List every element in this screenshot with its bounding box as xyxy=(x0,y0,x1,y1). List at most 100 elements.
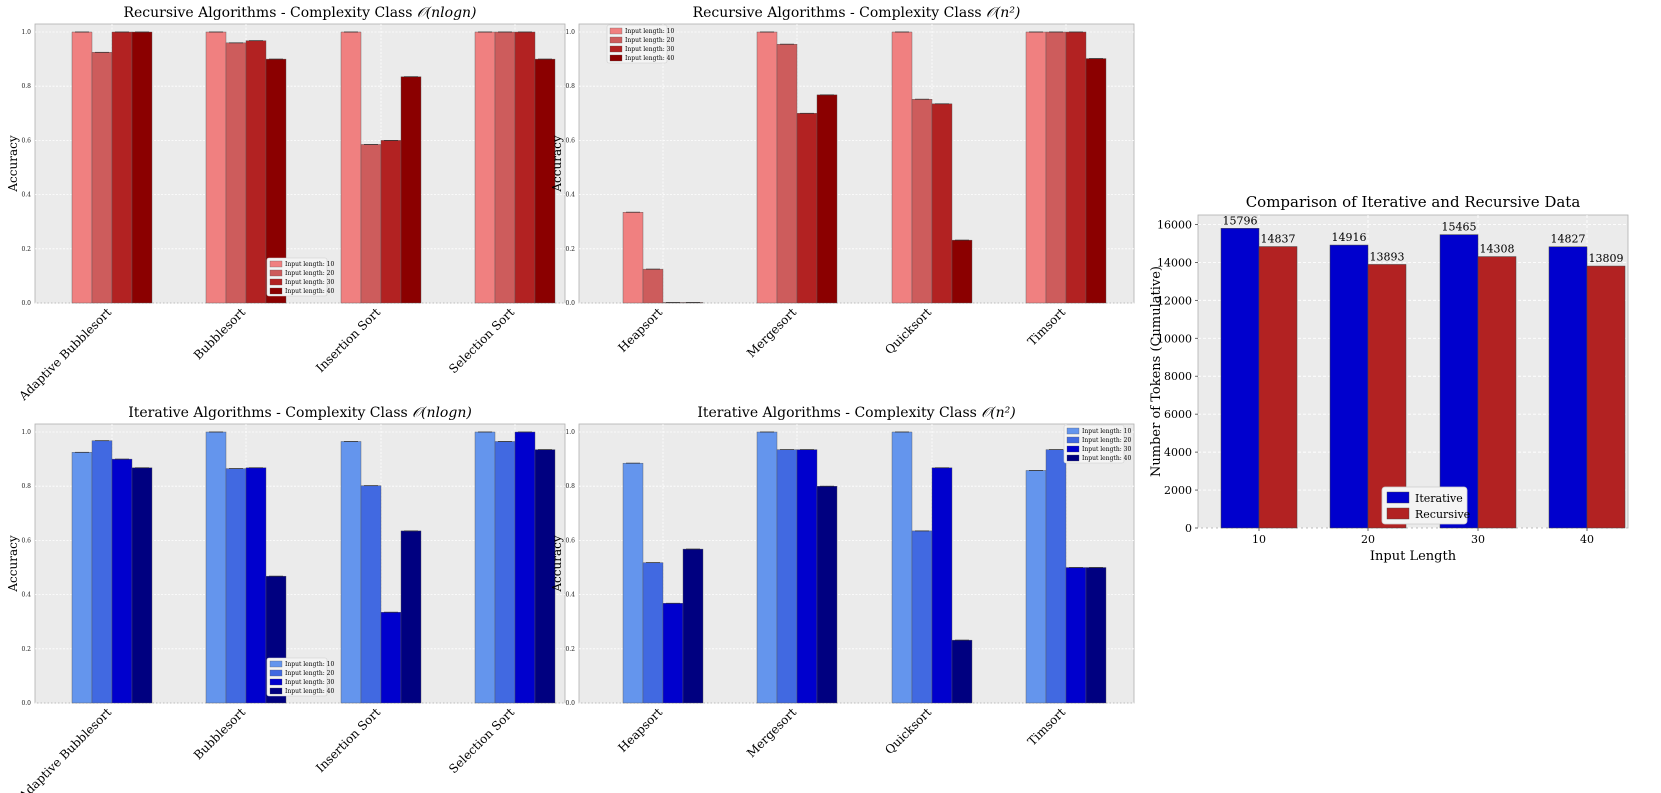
bar xyxy=(1586,265,1626,529)
data-label: 14837 xyxy=(1261,233,1296,246)
legend-swatch xyxy=(269,678,283,686)
y-tick-label: 0.0 xyxy=(21,300,31,307)
legend-label: Input length: 20 xyxy=(625,37,674,44)
y-tick-label: 1.0 xyxy=(21,29,31,36)
bar xyxy=(1085,567,1107,704)
bar xyxy=(494,441,516,704)
data-label: 14308 xyxy=(1480,243,1515,256)
legend-swatch xyxy=(269,260,283,268)
bar xyxy=(91,440,113,704)
bar xyxy=(776,449,798,704)
bar xyxy=(400,530,422,704)
chart-rec_nlogn: 0.0 0.2 0.4 0.6 0.8 1.0 Adaptive Bubblesort Bub… xyxy=(6,5,566,404)
x-tick-label: Insertion Sort xyxy=(313,305,383,375)
y-tick-label: 0.2 xyxy=(21,646,31,653)
bar xyxy=(622,462,644,704)
y-tick-label: 16000 xyxy=(1157,218,1192,231)
legend-label: Input length: 30 xyxy=(625,46,674,53)
bar xyxy=(111,31,133,304)
x-tick-label: 20 xyxy=(1361,533,1375,546)
legend-box xyxy=(1063,424,1125,464)
y-tick-label: 0.4 xyxy=(21,192,31,199)
chart-title-main: Iterative Algorithms - Complexity Class xyxy=(697,405,981,421)
bar xyxy=(360,485,382,704)
y-tick-label: 8000 xyxy=(1164,370,1192,383)
chart-title: Comparison of Iterative and Recursive Da… xyxy=(1246,193,1581,211)
data-label: 14916 xyxy=(1332,231,1367,244)
bar xyxy=(474,431,496,704)
legend-swatch xyxy=(269,287,283,295)
bar xyxy=(1439,234,1479,529)
bar xyxy=(642,268,664,304)
y-tick-label: 0.0 xyxy=(21,700,31,707)
bar xyxy=(514,31,536,304)
x-tick-label: Adaptive Bubblesort xyxy=(16,305,115,404)
chart-tokens: 0 2000 4000 6000 8000 10000 12000 14000 16000 157… xyxy=(1149,193,1629,564)
x-tick-label: Quicksort xyxy=(882,705,934,757)
bar xyxy=(205,431,227,704)
y-tick-label: 6000 xyxy=(1164,408,1192,421)
bar xyxy=(71,452,93,704)
bar xyxy=(622,212,644,304)
bar xyxy=(891,431,913,704)
chart-title: Iterative Algorithms - Complexity Class … xyxy=(128,405,472,421)
x-tick-label: Mergesort xyxy=(744,705,799,760)
x-tick-label: 10 xyxy=(1252,533,1266,546)
legend-label: Input length: 20 xyxy=(285,670,334,677)
bar xyxy=(225,468,247,704)
y-tick-label: 14000 xyxy=(1157,256,1192,269)
legend-label: Input length: 40 xyxy=(625,55,674,62)
legend-swatch xyxy=(1066,454,1080,462)
chart-rec_n2: 0.0 0.2 0.4 0.6 0.8 1.0 Heapsort Mergesort Quick… xyxy=(550,5,1135,360)
legend-label: Input length: 30 xyxy=(285,279,334,286)
bar xyxy=(380,140,402,304)
legend: Input length: 10 Input length: 20 Input le… xyxy=(1063,424,1131,464)
y-tick-label: 0.8 xyxy=(565,483,575,490)
legend-swatch xyxy=(1386,491,1410,504)
bar xyxy=(514,431,536,704)
bar xyxy=(931,103,953,304)
bar xyxy=(225,42,247,304)
bar xyxy=(816,94,838,304)
legend-label: Input length: 30 xyxy=(1082,446,1131,453)
chart-title-math: 𝒪(nlogn) xyxy=(412,405,472,421)
y-tick-label: 0.2 xyxy=(565,246,575,253)
chart-title-math: 𝒪(n²) xyxy=(986,5,1020,21)
bar xyxy=(1025,470,1047,704)
legend-label: Input length: 40 xyxy=(285,288,334,295)
y-tick-label: 0.4 xyxy=(565,192,575,199)
y-tick-label: 1.0 xyxy=(565,429,575,436)
bar xyxy=(1045,31,1067,304)
bar xyxy=(662,603,684,704)
y-tick-label: 12000 xyxy=(1157,294,1192,307)
x-tick-label: 40 xyxy=(1580,533,1594,546)
x-tick-label: Insertion Sort xyxy=(313,705,383,775)
bar xyxy=(1548,246,1588,529)
bar xyxy=(205,31,227,304)
y-tick-label: 0.2 xyxy=(565,646,575,653)
x-tick-label: Heapsort xyxy=(615,705,665,755)
legend-box xyxy=(266,657,328,697)
x-tick-label: Heapsort xyxy=(615,305,665,355)
chart-title-math: 𝒪(nlogn) xyxy=(417,5,477,21)
y-tick-label: 0 xyxy=(1185,522,1192,535)
x-tick-label: Timsort xyxy=(1025,705,1068,748)
bar xyxy=(1025,31,1047,304)
legend: Input length: 10 Input length: 20 Input le… xyxy=(266,657,334,697)
legend-box xyxy=(606,24,668,64)
legend-swatch xyxy=(609,27,623,35)
bar xyxy=(1085,58,1107,304)
bar xyxy=(1065,31,1087,304)
x-tick-label: Timsort xyxy=(1025,305,1068,348)
bar xyxy=(756,31,778,304)
chart-title-main: Recursive Algorithms - Complexity Class xyxy=(693,5,986,21)
y-axis-label: Number of Tokens (Cumulative) xyxy=(1149,266,1164,477)
bar xyxy=(776,43,798,304)
y-tick-label: 4000 xyxy=(1164,446,1192,459)
bar xyxy=(682,548,704,704)
legend: Input length: 10 Input length: 20 Input le… xyxy=(606,24,674,64)
bar xyxy=(796,449,818,704)
bar xyxy=(131,467,153,704)
